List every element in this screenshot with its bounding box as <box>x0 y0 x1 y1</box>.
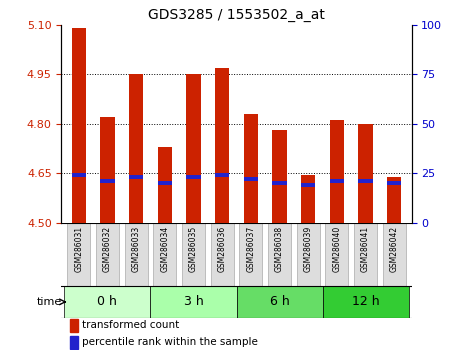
Bar <box>70 336 78 349</box>
Bar <box>323 286 409 318</box>
Bar <box>236 286 323 318</box>
Text: 3 h: 3 h <box>184 295 203 308</box>
Bar <box>129 74 143 223</box>
Text: GSM286035: GSM286035 <box>189 226 198 272</box>
Text: GSM286031: GSM286031 <box>74 226 83 272</box>
Text: GSM286032: GSM286032 <box>103 226 112 272</box>
FancyBboxPatch shape <box>268 223 291 286</box>
Bar <box>387 177 402 223</box>
Text: GSM286033: GSM286033 <box>131 226 140 272</box>
Text: GSM286040: GSM286040 <box>333 226 342 272</box>
Bar <box>150 286 236 318</box>
Bar <box>272 130 287 223</box>
FancyBboxPatch shape <box>383 223 406 286</box>
Text: GSM286039: GSM286039 <box>304 226 313 272</box>
FancyBboxPatch shape <box>67 223 90 286</box>
Bar <box>215 173 229 177</box>
Bar <box>100 179 114 183</box>
FancyBboxPatch shape <box>354 223 377 286</box>
FancyBboxPatch shape <box>182 223 205 286</box>
Bar <box>272 181 287 185</box>
FancyBboxPatch shape <box>153 223 176 286</box>
Text: GSM286038: GSM286038 <box>275 226 284 272</box>
Bar <box>301 175 315 223</box>
Bar <box>244 114 258 223</box>
Text: GSM286034: GSM286034 <box>160 226 169 272</box>
Bar <box>71 173 86 177</box>
Text: GSM286041: GSM286041 <box>361 226 370 272</box>
Bar <box>158 181 172 185</box>
Bar <box>129 175 143 179</box>
Text: GSM286036: GSM286036 <box>218 226 227 272</box>
Bar <box>71 28 86 223</box>
FancyBboxPatch shape <box>96 223 119 286</box>
Bar <box>387 181 402 185</box>
Text: 6 h: 6 h <box>270 295 289 308</box>
Bar <box>244 177 258 181</box>
Bar <box>186 74 201 223</box>
FancyBboxPatch shape <box>239 223 263 286</box>
FancyBboxPatch shape <box>297 223 320 286</box>
Bar <box>64 286 150 318</box>
Bar <box>70 319 78 332</box>
Text: percentile rank within the sample: percentile rank within the sample <box>82 337 258 347</box>
Bar <box>301 183 315 187</box>
FancyBboxPatch shape <box>325 223 349 286</box>
FancyBboxPatch shape <box>124 223 148 286</box>
Text: 12 h: 12 h <box>352 295 379 308</box>
Bar <box>100 117 114 223</box>
Title: GDS3285 / 1553502_a_at: GDS3285 / 1553502_a_at <box>148 8 325 22</box>
Bar <box>158 147 172 223</box>
Bar <box>330 179 344 183</box>
Bar <box>359 124 373 223</box>
Bar <box>359 179 373 183</box>
Text: GSM286042: GSM286042 <box>390 226 399 272</box>
Bar <box>330 120 344 223</box>
Text: time: time <box>37 297 62 307</box>
Text: transformed count: transformed count <box>82 320 180 330</box>
Bar <box>215 68 229 223</box>
FancyBboxPatch shape <box>210 223 234 286</box>
Bar <box>186 175 201 179</box>
Text: 0 h: 0 h <box>97 295 117 308</box>
Text: GSM286037: GSM286037 <box>246 226 255 272</box>
